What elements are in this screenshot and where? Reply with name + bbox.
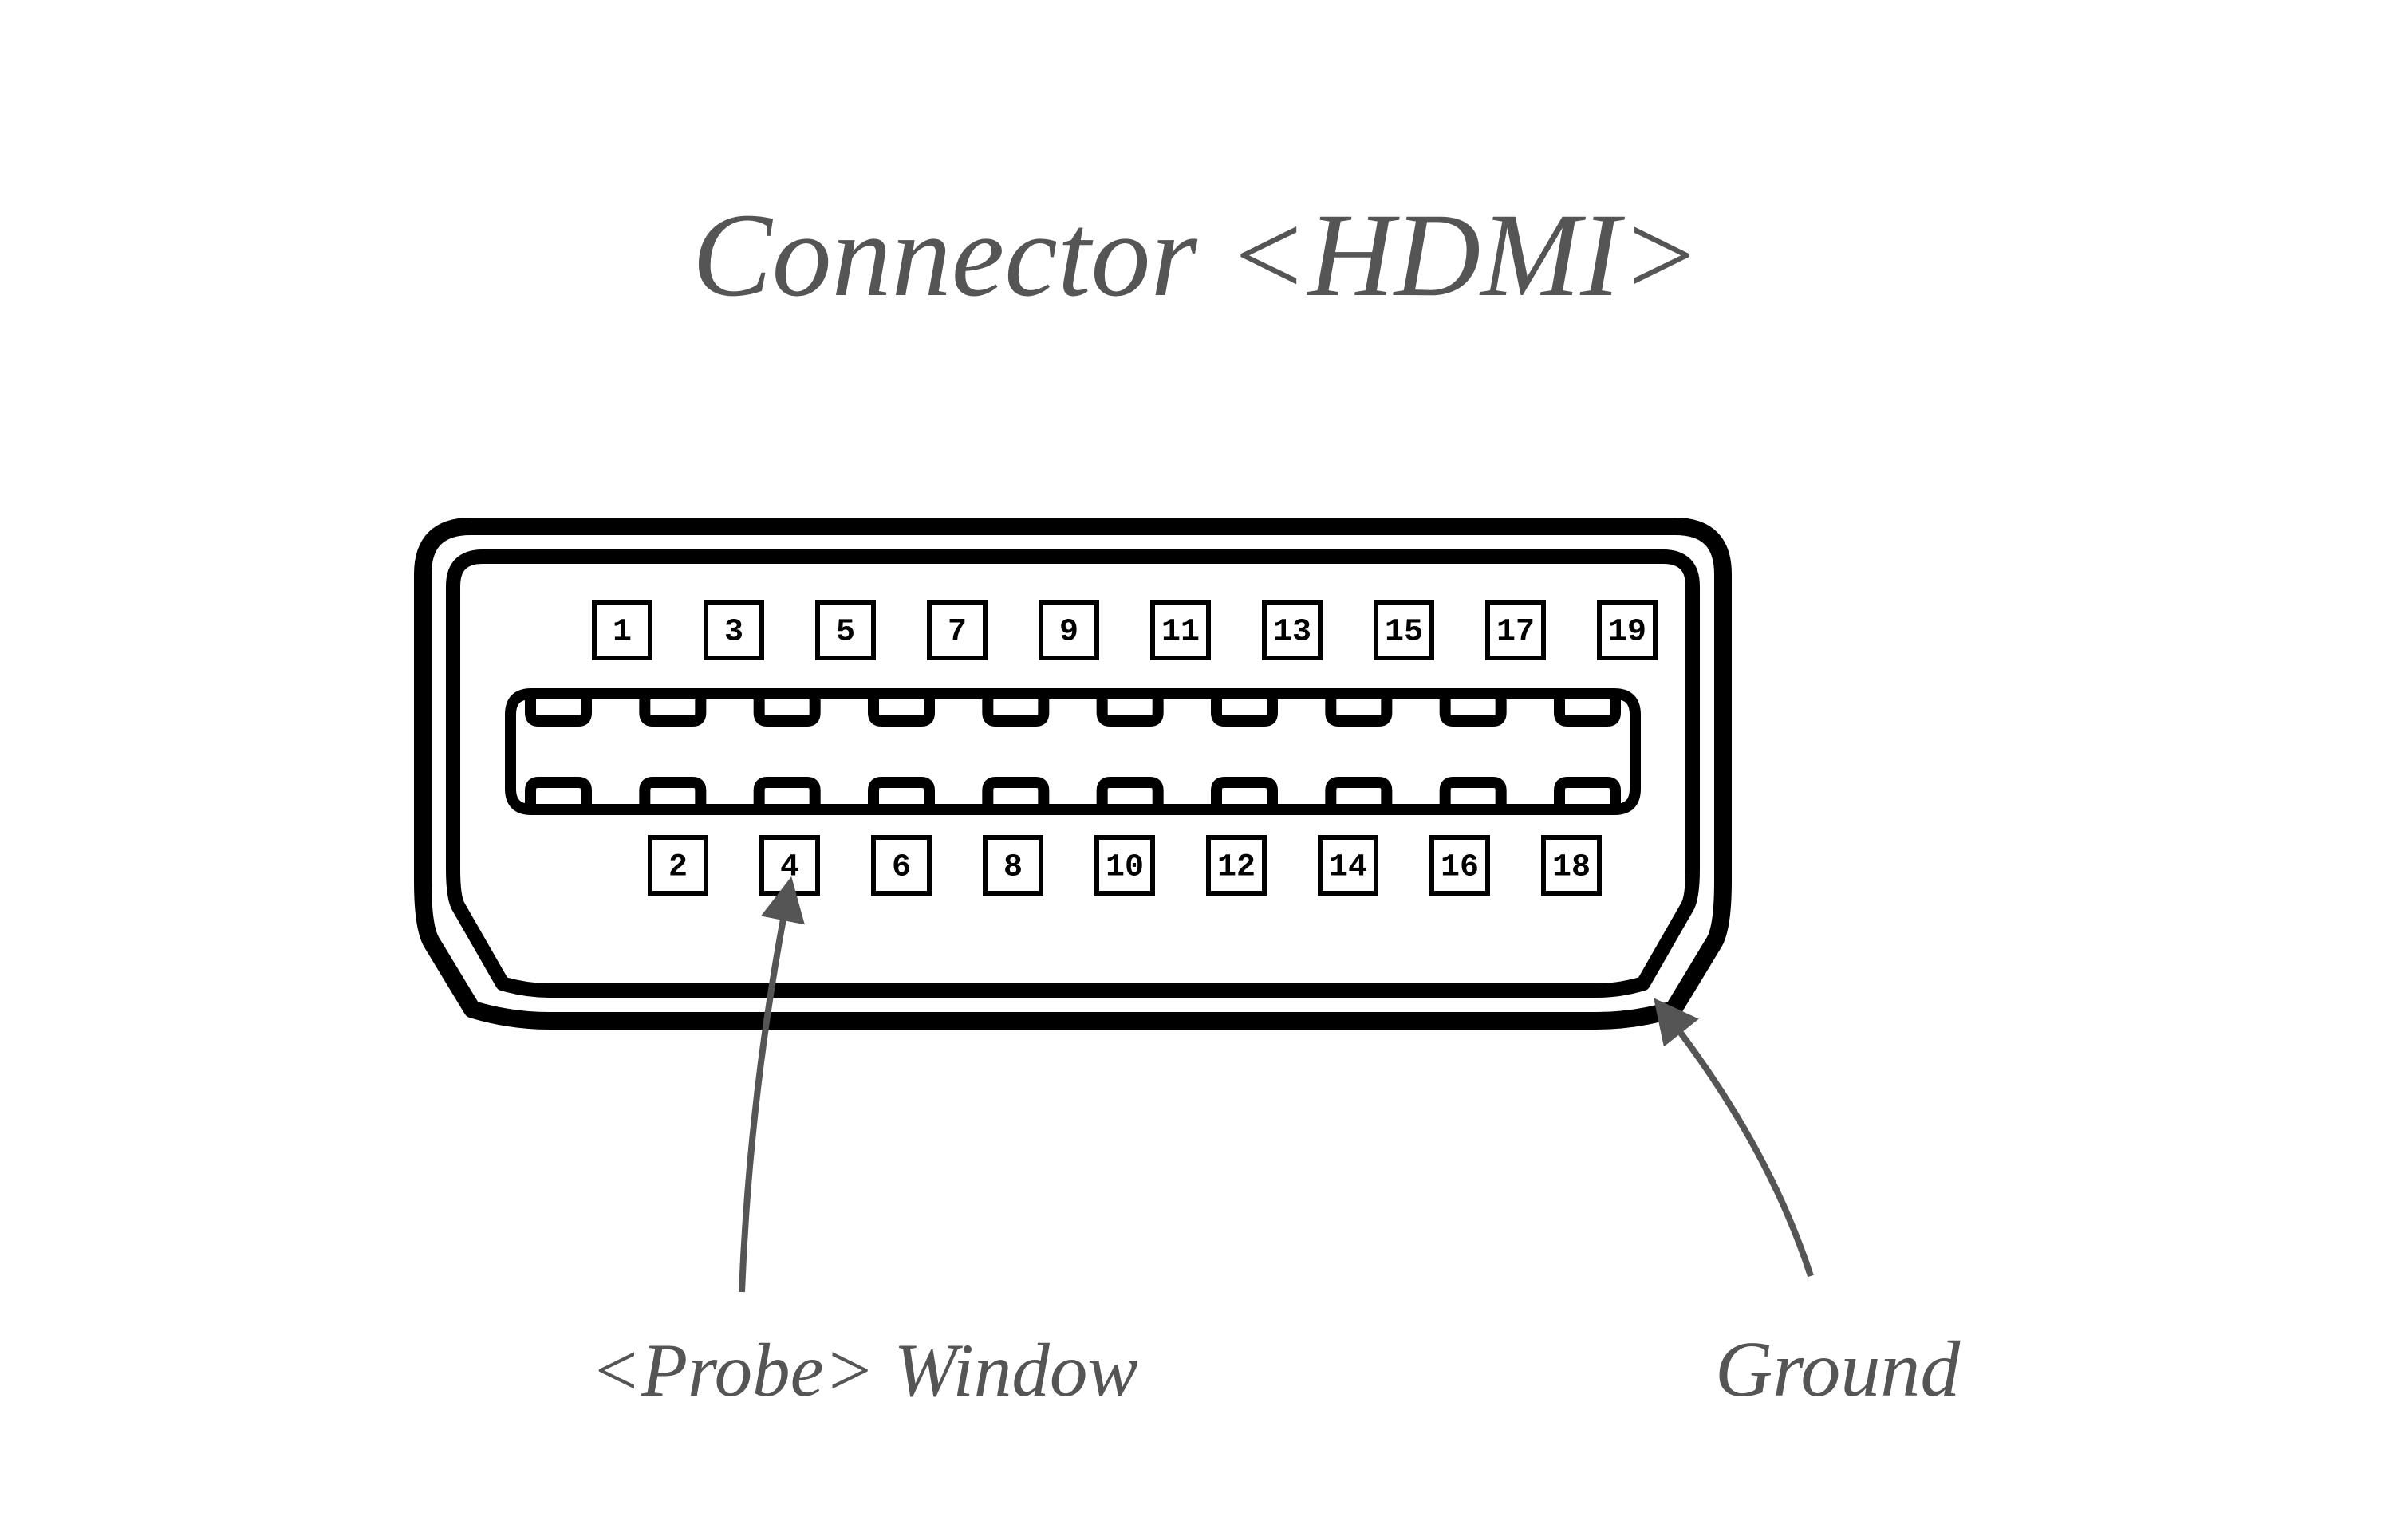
pin-15: 15: [1376, 602, 1432, 658]
pin-label: 19: [1608, 615, 1646, 651]
pin-label: 4: [780, 850, 799, 886]
pin-label: 16: [1441, 850, 1479, 886]
pin-18: 18: [1543, 837, 1599, 893]
callout-label: Ground: [1715, 1325, 1961, 1413]
callout-ground: Ground: [1659, 1005, 1961, 1413]
pin-14: 14: [1320, 837, 1376, 893]
pin-13: 13: [1264, 602, 1320, 658]
pin-label: 12: [1217, 850, 1256, 886]
pin-16: 16: [1432, 837, 1488, 893]
pin-label: 17: [1496, 615, 1535, 651]
pin-label: 6: [892, 850, 911, 886]
callout-arrow: [1659, 1005, 1811, 1276]
pin-8: 8: [985, 837, 1041, 893]
pin-1: 1: [594, 602, 650, 658]
pin-12: 12: [1208, 837, 1264, 893]
pin-2: 2: [650, 837, 706, 893]
pin-3: 3: [706, 602, 762, 658]
pin-label: 18: [1552, 850, 1591, 886]
pin-label: 1: [613, 615, 632, 651]
pin-label: 10: [1106, 850, 1144, 886]
pin-6: 6: [873, 837, 929, 893]
hdmi-connector: 13579111315171924681012141618: [423, 526, 1723, 1021]
pin-label: 8: [1003, 850, 1023, 886]
diagram-title: Connector <HDMI>: [692, 189, 1701, 321]
pin-label: 13: [1273, 615, 1311, 651]
pin-label: 9: [1059, 615, 1078, 651]
pin-7: 7: [929, 602, 985, 658]
callout-label: <Probe> Window: [590, 1328, 1138, 1412]
pin-5: 5: [818, 602, 873, 658]
pin-9: 9: [1041, 602, 1097, 658]
pin-label: 15: [1385, 615, 1423, 651]
pin-label: 7: [948, 615, 967, 651]
pin-label: 3: [724, 615, 743, 651]
pin-10: 10: [1097, 837, 1153, 893]
pin-4: 4: [762, 837, 818, 893]
pin-label: 11: [1161, 615, 1200, 651]
pin-17: 17: [1488, 602, 1543, 658]
pin-label: 2: [668, 850, 688, 886]
pin-label: 14: [1329, 850, 1367, 886]
pin-11: 11: [1153, 602, 1208, 658]
pin-19: 19: [1599, 602, 1655, 658]
tongue: [511, 694, 1635, 809]
pin-label: 5: [836, 615, 855, 651]
